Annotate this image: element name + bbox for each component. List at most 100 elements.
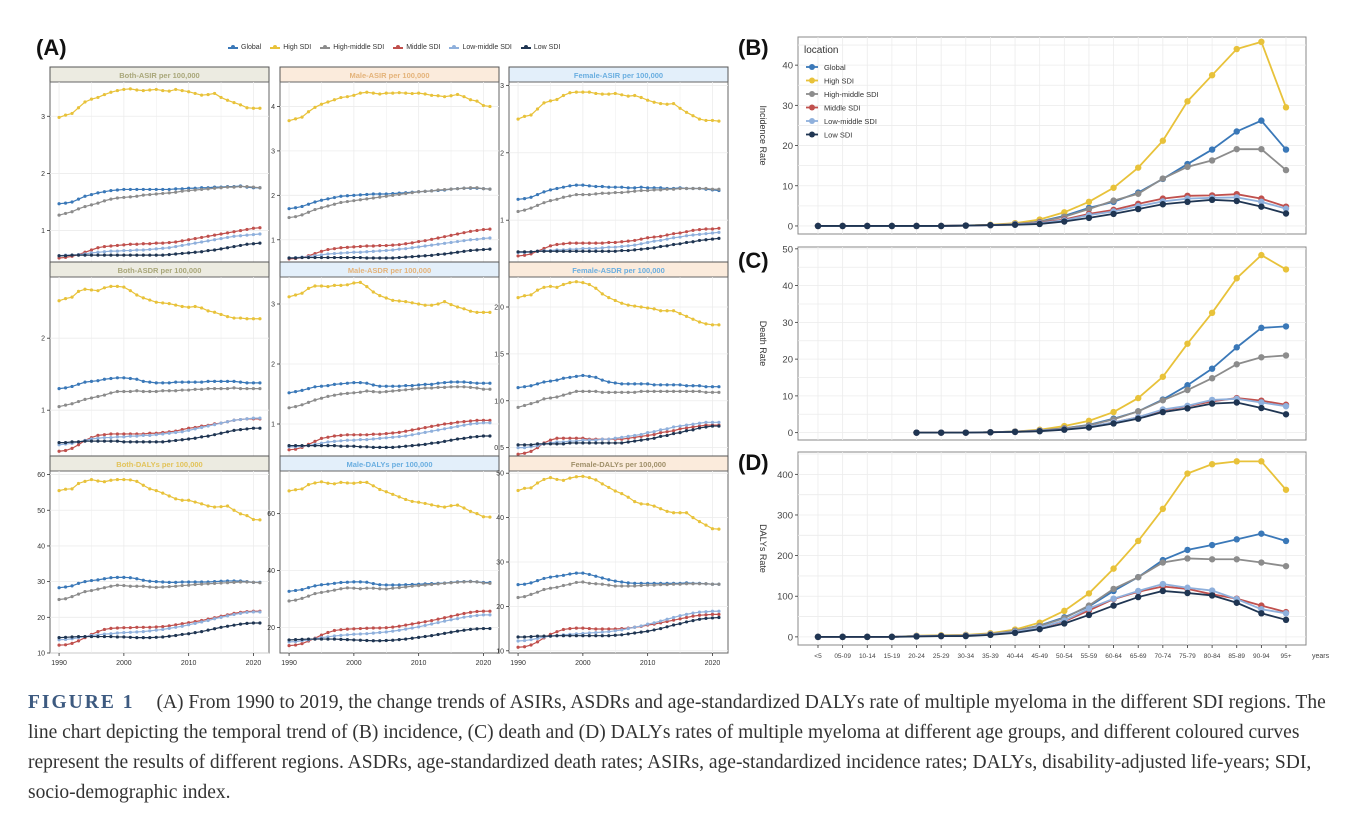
data-point-high-middle-sdi	[697, 186, 702, 191]
data-point-global	[83, 194, 87, 198]
data-point-middle-sdi	[462, 231, 466, 235]
data-point-global	[180, 580, 184, 584]
data-point-middle-sdi	[76, 443, 81, 447]
data-point-middle-sdi	[109, 432, 113, 436]
data-point-low-middle-sdi	[200, 620, 204, 624]
data-point-high-middle-sdi	[436, 582, 440, 586]
data-point-low-sdi	[423, 634, 427, 639]
data-point-high-sdi	[212, 310, 217, 314]
data-point-middle-sdi	[212, 233, 217, 237]
data-point-high-sdi	[529, 486, 533, 490]
data-point-global	[587, 572, 591, 577]
data-point-low-sdi	[1036, 220, 1043, 228]
data-point-low-sdi	[665, 433, 669, 438]
data-point-low-middle-sdi	[89, 251, 94, 255]
data-point-low-sdi	[332, 255, 337, 260]
data-point-high-sdi	[581, 281, 585, 285]
data-point-global	[633, 581, 637, 585]
data-point-high-sdi	[462, 307, 466, 311]
data-point-low-middle-sdi	[646, 240, 650, 245]
data-point-high-middle-sdi	[1282, 166, 1290, 174]
x-tick-label: 40-44	[1007, 653, 1024, 660]
legend-label: High-middle SDI	[333, 44, 385, 51]
data-point-middle-sdi	[607, 240, 611, 245]
data-point-low-sdi	[839, 633, 846, 641]
data-point-low-middle-sdi	[710, 231, 715, 235]
data-point-low-sdi	[76, 634, 81, 639]
data-point-low-sdi	[864, 222, 871, 230]
data-point-low-sdi	[442, 631, 447, 635]
data-point-middle-sdi	[442, 235, 447, 239]
data-point-global	[96, 379, 100, 383]
data-point-low-middle-sdi	[442, 619, 447, 623]
data-point-low-middle-sdi	[620, 435, 624, 439]
data-point-middle-sdi	[319, 633, 324, 637]
data-point-low-middle-sdi	[358, 438, 362, 442]
panel-label-d: (D)	[738, 450, 769, 475]
data-point-high-sdi	[516, 117, 520, 121]
data-point-middle-sdi	[417, 427, 421, 431]
data-point-middle-sdi	[148, 242, 152, 246]
data-point-high-middle-sdi	[339, 392, 343, 396]
data-point-middle-sdi	[397, 430, 401, 434]
data-point-middle-sdi	[135, 625, 139, 629]
data-point-high-middle-sdi	[548, 586, 553, 590]
data-point-low-sdi	[206, 628, 210, 632]
data-point-low-sdi	[423, 254, 427, 258]
data-point-low-sdi	[1208, 400, 1216, 407]
data-point-high-middle-sdi	[410, 191, 414, 195]
data-point-high-sdi	[417, 500, 421, 504]
data-point-high-middle-sdi	[671, 582, 676, 586]
data-point-high-sdi	[1135, 394, 1142, 402]
data-point-low-sdi	[397, 638, 401, 642]
data-point-high-middle-sdi	[423, 583, 427, 587]
data-point-low-middle-sdi	[581, 246, 585, 251]
data-point-low-sdi	[1036, 427, 1043, 435]
data-point-middle-sdi	[430, 237, 434, 241]
data-point-low-middle-sdi	[109, 632, 113, 636]
data-point-low-middle-sdi	[678, 614, 682, 618]
data-point-high-sdi	[102, 92, 107, 97]
data-point-high-middle-sdi	[594, 192, 598, 196]
data-point-low-middle-sdi	[665, 617, 669, 621]
data-point-global	[345, 381, 349, 385]
data-point-low-middle-sdi	[516, 639, 520, 643]
data-point-high-middle-sdi	[174, 584, 178, 588]
data-point-high-sdi	[1110, 408, 1117, 416]
data-point-high-sdi	[717, 527, 721, 531]
data-point-low-sdi	[522, 250, 527, 254]
data-point-middle-sdi	[245, 227, 249, 232]
data-point-low-middle-sdi	[219, 236, 223, 241]
data-point-low-middle-sdi	[1184, 584, 1191, 591]
data-point-high-sdi	[436, 94, 440, 98]
x-tick-label: 30-34	[957, 653, 974, 660]
data-point-low-sdi	[306, 444, 311, 448]
data-point-middle-sdi	[174, 240, 178, 244]
y-tick-label: 30	[496, 560, 504, 567]
data-point-high-middle-sdi	[384, 194, 388, 198]
data-point-global	[607, 380, 611, 384]
data-point-low-middle-sdi	[122, 435, 126, 439]
data-point-low-sdi	[455, 629, 460, 633]
data-point-high-sdi	[141, 483, 145, 487]
data-point-low-middle-sdi	[232, 612, 236, 617]
data-point-middle-sdi	[652, 235, 656, 239]
data-point-high-sdi	[371, 484, 375, 488]
y-tick-label: 50	[496, 471, 504, 478]
data-point-high-sdi	[306, 483, 311, 487]
data-point-low-sdi	[89, 253, 94, 257]
data-point-global	[102, 577, 107, 581]
data-point-high-middle-sdi	[404, 585, 408, 589]
data-point-high-sdi	[96, 289, 100, 293]
data-point-high-middle-sdi	[102, 393, 107, 397]
data-point-low-sdi	[535, 442, 540, 446]
data-point-high-sdi	[358, 480, 362, 484]
data-point-low-middle-sdi	[391, 435, 395, 439]
data-point-high-middle-sdi	[704, 582, 708, 586]
data-point-high-middle-sdi	[410, 584, 414, 588]
data-point-low-middle-sdi	[245, 610, 249, 614]
data-point-low-middle-sdi	[665, 427, 669, 431]
data-point-global	[1258, 530, 1265, 537]
data-point-low-middle-sdi	[646, 622, 650, 626]
data-point-low-sdi	[225, 430, 230, 434]
